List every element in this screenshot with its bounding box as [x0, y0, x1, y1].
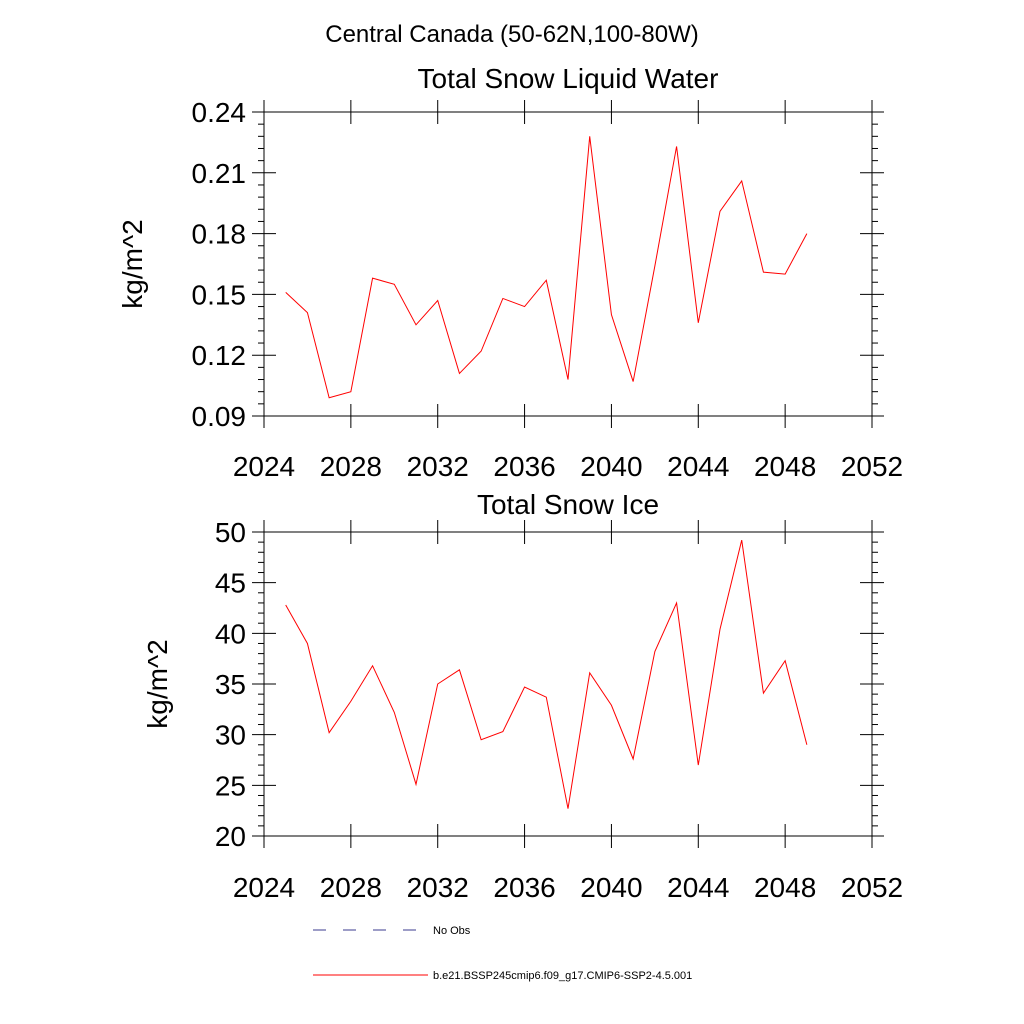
x-tick-label: 2040	[580, 451, 642, 482]
y-tick-label: 45	[215, 568, 246, 599]
x-tick-label: 2036	[493, 451, 555, 482]
x-tick-label: 2032	[407, 451, 469, 482]
y-tick-label: 0.21	[192, 158, 247, 189]
x-tick-label: 2036	[493, 872, 555, 903]
y-tick-label: 30	[215, 720, 246, 751]
x-tick-label: 2032	[407, 872, 469, 903]
y-tick-label: 0.09	[192, 401, 247, 432]
y-tick-label: 0.15	[192, 279, 247, 310]
x-tick-label: 2048	[754, 872, 816, 903]
y-axis-label: kg/m^2	[117, 219, 148, 308]
y-tick-label: 0.12	[192, 340, 247, 371]
x-tick-label: 2052	[841, 451, 903, 482]
y-tick-label: 20	[215, 821, 246, 852]
figure-suptitle: Central Canada (50-62N,100-80W)	[325, 21, 699, 48]
y-tick-label: 40	[215, 618, 246, 649]
series-line	[285, 136, 808, 399]
x-tick-label: 2040	[580, 872, 642, 903]
x-tick-label: 2028	[320, 451, 382, 482]
x-tick-label: 2044	[667, 451, 729, 482]
chart-title: Total Snow Liquid Water	[418, 63, 719, 94]
plot-frame	[263, 531, 873, 837]
y-tick-label: 0.24	[192, 97, 247, 128]
legend-label-no-obs: No Obs	[433, 925, 471, 937]
x-tick-label: 2024	[233, 872, 295, 903]
y-tick-label: 35	[215, 669, 246, 700]
x-tick-label: 2052	[841, 872, 903, 903]
legend: No Obs b.e21.BSSP245cmip6.f09_g17.CMIP6-…	[313, 925, 692, 982]
panel-snow-liquid-water: Total Snow Liquid Water kg/m^2 2024 2028 203…	[117, 63, 903, 482]
x-tick-label: 2048	[754, 451, 816, 482]
x-tick-label: 2024	[233, 451, 295, 482]
x-tick-label: 2044	[667, 872, 729, 903]
x-tick-label: 2028	[320, 872, 382, 903]
y-axis-label: kg/m^2	[142, 639, 173, 728]
y-tick-label: 50	[215, 517, 246, 548]
chart-title: Total Snow Ice	[477, 489, 659, 520]
plot-frame	[263, 111, 873, 417]
y-tick-label: 25	[215, 770, 246, 801]
legend-label-model-run: b.e21.BSSP245cmip6.f09_g17.CMIP6-SSP2-4.…	[433, 970, 692, 982]
y-tick-label: 0.18	[192, 219, 247, 250]
series-line	[285, 539, 808, 809]
